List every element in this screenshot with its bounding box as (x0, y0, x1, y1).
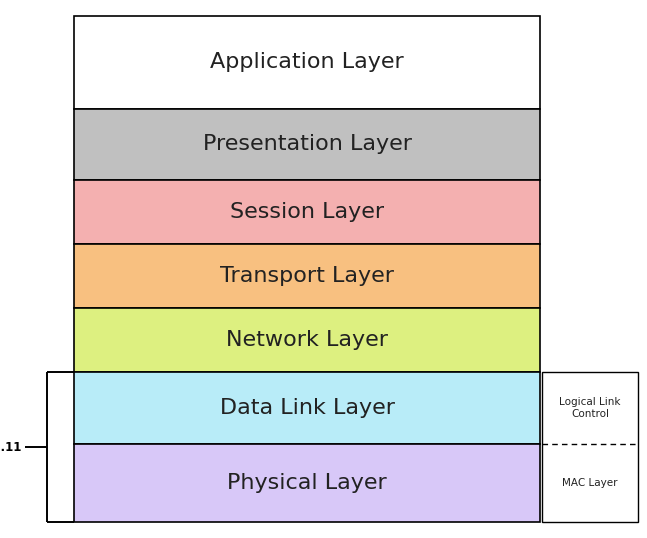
Text: Application Layer: Application Layer (210, 52, 404, 73)
Bar (74, 16, 540, 109)
Text: 802.11: 802.11 (0, 441, 21, 454)
Text: Logical Link
Control: Logical Link Control (559, 397, 621, 419)
Bar (74, 109, 540, 180)
Bar (74, 372, 540, 443)
Bar (542, 372, 638, 522)
Bar (74, 308, 540, 372)
Text: MAC Layer: MAC Layer (562, 478, 618, 487)
Text: Data Link Layer: Data Link Layer (220, 398, 395, 418)
Bar (74, 443, 540, 522)
Text: Network Layer: Network Layer (226, 330, 388, 350)
Bar (74, 180, 540, 244)
Text: Physical Layer: Physical Layer (228, 473, 387, 493)
Text: Presentation Layer: Presentation Layer (203, 134, 412, 154)
Text: Transport Layer: Transport Layer (221, 266, 394, 286)
Text: Session Layer: Session Layer (230, 202, 384, 222)
Bar (74, 244, 540, 308)
